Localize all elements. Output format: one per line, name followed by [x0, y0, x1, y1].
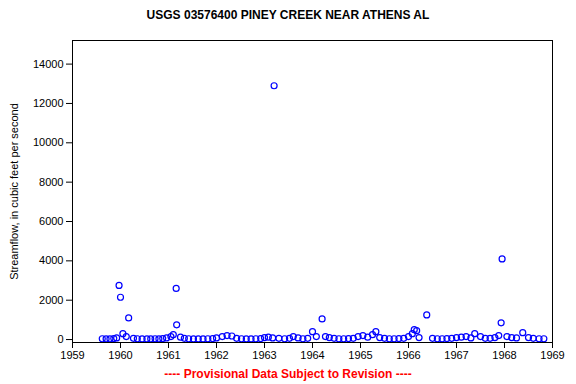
svg-text:1959: 1959 — [60, 349, 84, 361]
svg-text:0: 0 — [57, 333, 63, 345]
svg-text:1964: 1964 — [300, 349, 324, 361]
svg-text:4000: 4000 — [39, 254, 63, 266]
svg-text:1960: 1960 — [108, 349, 132, 361]
svg-text:1962: 1962 — [204, 349, 228, 361]
svg-text:10000: 10000 — [33, 136, 64, 148]
svg-text:1963: 1963 — [252, 349, 276, 361]
svg-text:Streamflow, in cubic feet per: Streamflow, in cubic feet per second — [8, 103, 20, 280]
svg-text:1968: 1968 — [492, 349, 516, 361]
svg-text:1965: 1965 — [348, 349, 372, 361]
svg-text:6000: 6000 — [39, 215, 63, 227]
svg-text:1961: 1961 — [156, 349, 180, 361]
html-text:USGS 03576400 PINEY CREEK NEAR: USGS 03576400 PINEY CREEK NEAR ATHENS AL — [146, 8, 430, 22]
svg-text:1966: 1966 — [396, 349, 420, 361]
svg-text:14000: 14000 — [33, 58, 64, 70]
svg-text:1969: 1969 — [540, 349, 564, 361]
svg-text:1967: 1967 — [444, 349, 468, 361]
html-text:---- Provisional Data Subject: ---- Provisional Data Subject to Revisio… — [164, 367, 412, 381]
svg-text:8000: 8000 — [39, 176, 63, 188]
svg-text:12000: 12000 — [33, 97, 64, 109]
svg-text:2000: 2000 — [39, 294, 63, 306]
